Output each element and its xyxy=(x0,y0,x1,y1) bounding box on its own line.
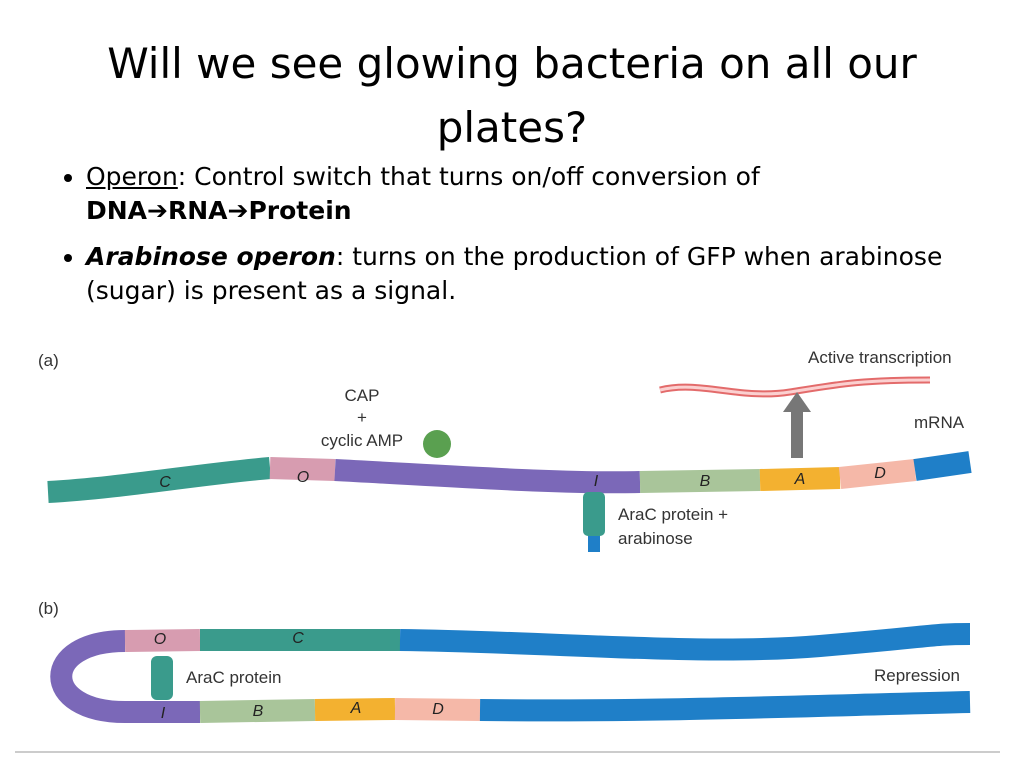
gene-label: D xyxy=(432,701,444,718)
gene-label: A xyxy=(350,700,362,717)
dna-a xyxy=(47,451,972,503)
label: AraC protein + xyxy=(618,505,728,524)
segment-o xyxy=(124,629,201,652)
gene-label: C xyxy=(292,630,304,647)
gene-label: B xyxy=(700,473,711,490)
slide-title: Will we see glowing bacteria on all our … xyxy=(107,39,917,152)
arac-protein xyxy=(583,492,605,536)
bold: RNA xyxy=(167,196,228,225)
arabinose xyxy=(588,536,600,552)
label: (a) xyxy=(38,351,59,370)
label: mRNA xyxy=(914,413,965,432)
cap-protein xyxy=(423,430,451,458)
arrow: ➔ xyxy=(147,196,168,225)
segment-a xyxy=(314,698,396,721)
term: Arabinose operon xyxy=(86,242,336,271)
bold: Protein xyxy=(248,196,352,225)
arrow: ➔ xyxy=(227,196,249,225)
term: Operon xyxy=(86,162,178,191)
segment-c xyxy=(47,457,271,503)
label: CAP xyxy=(345,386,380,405)
dna-b xyxy=(50,623,971,723)
arac-protein xyxy=(151,656,173,700)
bullet-text: : Control switch that turns on/off conve… xyxy=(177,162,760,191)
label: arabinose xyxy=(618,529,693,548)
bullet-text: : turns on the production of GFP when ar… xyxy=(86,242,943,305)
segment-d xyxy=(838,459,917,489)
segment-b xyxy=(639,469,761,493)
gene-label: I xyxy=(594,473,599,490)
segment-end xyxy=(479,691,971,722)
gene-label: I xyxy=(161,705,166,722)
segment-b xyxy=(199,699,316,723)
label: cyclic AMP xyxy=(321,431,403,450)
bullet: Operon: Control switch that turns on/off… xyxy=(86,160,966,228)
segment-end xyxy=(913,451,972,481)
gene-label: O xyxy=(297,469,309,486)
gene-label: A xyxy=(794,471,806,488)
label: Active transcription xyxy=(808,348,952,367)
segment-d xyxy=(394,698,481,721)
gene-label: B xyxy=(253,703,264,720)
segment-a xyxy=(759,467,841,491)
bullet: Arabinose operon: turns on the productio… xyxy=(86,240,966,308)
arrow-head xyxy=(783,392,811,412)
bullet-list: Operon: Control switch that turns on/off… xyxy=(48,160,966,320)
label: Repression xyxy=(874,666,960,685)
gene-label: O xyxy=(154,631,166,648)
gene-label: C xyxy=(159,474,171,491)
gene-label: D xyxy=(874,465,886,482)
arrow-shaft xyxy=(791,410,803,458)
segment-o xyxy=(269,457,336,481)
bold: DNA xyxy=(86,196,148,225)
segment-end xyxy=(399,623,971,661)
label: AraC protein xyxy=(186,668,281,687)
segment-i xyxy=(334,459,641,494)
label: + xyxy=(357,408,367,427)
label: (b) xyxy=(38,599,59,618)
segment-loop xyxy=(50,630,126,723)
mrna-highlight xyxy=(659,378,931,396)
